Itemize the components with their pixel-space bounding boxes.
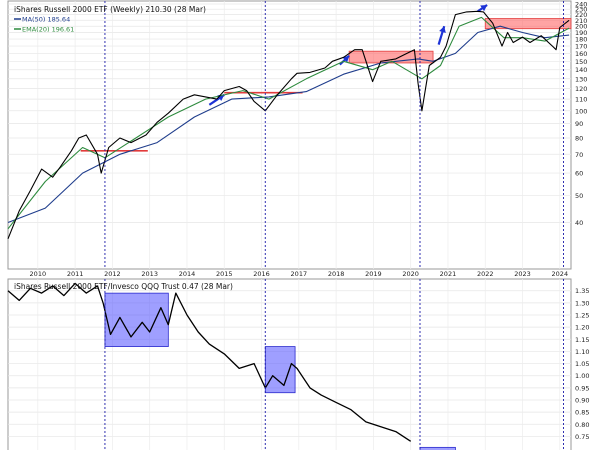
ratio-y-tick-label: 1.00 <box>575 372 589 380</box>
price-y-tick-label: 200 <box>575 23 587 31</box>
legend-ema20-label: EMA(20) 196.61 <box>22 26 74 34</box>
price-y-tick-label: 230 <box>575 6 587 14</box>
ratio-annotations <box>104 292 456 452</box>
price-y-tick-label: 70 <box>575 151 583 159</box>
ma50-line <box>7 25 570 224</box>
price-grid <box>8 1 571 269</box>
price-y-tick-label: 120 <box>575 85 587 93</box>
x-tick-label: 2016 <box>253 270 270 278</box>
ratio-y-tick-label: 0.85 <box>575 409 589 417</box>
price-y-tick-label: 60 <box>575 170 583 178</box>
ratio-y-tick-label: 0.95 <box>575 384 589 392</box>
price-y-tick-label: 170 <box>575 43 587 51</box>
ratio-y-tick-label: 1.25 <box>575 312 589 320</box>
price-y-tick-label: 130 <box>575 75 587 83</box>
ratio-y-tick-label: 1.05 <box>575 360 589 368</box>
price-y-tick-label: 240 <box>575 1 587 9</box>
x-tick-label: 2023 <box>514 270 531 278</box>
vertical-markers <box>104 1 564 451</box>
price-annotations <box>80 4 572 152</box>
price-y-tick-label: 210 <box>575 17 587 25</box>
ratio-y-tick-label: 1.35 <box>575 287 589 295</box>
x-tick-label: 2020 <box>402 270 419 278</box>
price-y-tick-label: 180 <box>575 36 587 44</box>
x-tick-label: 2019 <box>365 270 382 278</box>
price-y-tick-label: 40 <box>575 219 583 227</box>
ratio-y-tick-label: 0.75 <box>575 433 589 441</box>
price-y-tick-label: 190 <box>575 29 587 37</box>
ratio-line <box>7 282 412 442</box>
ratio-y-tick-label: 1.15 <box>575 336 589 344</box>
ratio-highlight-box <box>264 346 296 394</box>
price-y-tick-label: 100 <box>575 107 587 115</box>
price-panel-title: iShares Russell 2000 ETF (Weekly) 210.30… <box>14 5 206 14</box>
x-tick-label: 2022 <box>477 270 494 278</box>
price-line <box>7 10 570 240</box>
ratio-y-tick-label: 1.30 <box>575 299 589 307</box>
price-y-tick-label: 220 <box>575 11 587 19</box>
x-axis: 2010 2011 2012 2013 2014 2015 2016 2017 2018 2019… <box>30 270 569 278</box>
x-tick-label: 2017 <box>291 270 308 278</box>
trend-arrow-head <box>480 5 488 12</box>
x-tick-label: 2013 <box>141 270 158 278</box>
legend-ma50-label: MA(50) 185.64 <box>22 16 70 24</box>
ratio-y-tick-label: 1.20 <box>575 324 589 332</box>
price-y-tick-label: 150 <box>575 58 587 66</box>
price-series-group <box>7 10 570 240</box>
price-y-tick-label: 110 <box>575 96 587 104</box>
x-tick-label: 2021 <box>440 270 457 278</box>
x-tick-label: 2012 <box>104 270 121 278</box>
price-y-axis: 40 50 60 70 80 90 100 110 120 1301401501601701801… <box>575 1 587 228</box>
price-y-tick-label: 90 <box>575 120 583 128</box>
ratio-highlight-box <box>104 292 169 347</box>
price-y-tick-label: 50 <box>575 192 583 200</box>
trend-arrow-head <box>439 26 446 33</box>
price-panel-frame <box>7 0 572 270</box>
x-tick-label: 2024 <box>552 270 569 278</box>
ratio-y-tick-label: 0.90 <box>575 397 589 405</box>
ratio-panel-title: iShares Russell 2000 ETF/Invesco QQQ Tru… <box>14 282 233 291</box>
x-tick-label: 2018 <box>328 270 345 278</box>
x-tick-label: 2010 <box>30 270 47 278</box>
ratio-y-tick-label: 1.10 <box>575 348 589 356</box>
ratio-y-tick-label: 0.80 <box>575 421 589 429</box>
price-y-tick-label: 80 <box>575 134 583 142</box>
x-tick-label: 2011 <box>67 270 84 278</box>
price-y-tick-label: 160 <box>575 50 587 58</box>
ratio-y-axis: 0.75 0.80 0.85 0.90 0.95 1.00 1.05 1.10 1.15 1.20… <box>575 287 589 441</box>
price-y-tick-label: 140 <box>575 66 587 74</box>
ratio-series-group <box>7 282 412 442</box>
resistance-zone <box>484 18 572 30</box>
x-tick-label: 2014 <box>179 270 196 278</box>
legend: MA(50) 185.64 EMA(20) 196.61 <box>14 16 74 34</box>
x-tick-label: 2015 <box>216 270 233 278</box>
